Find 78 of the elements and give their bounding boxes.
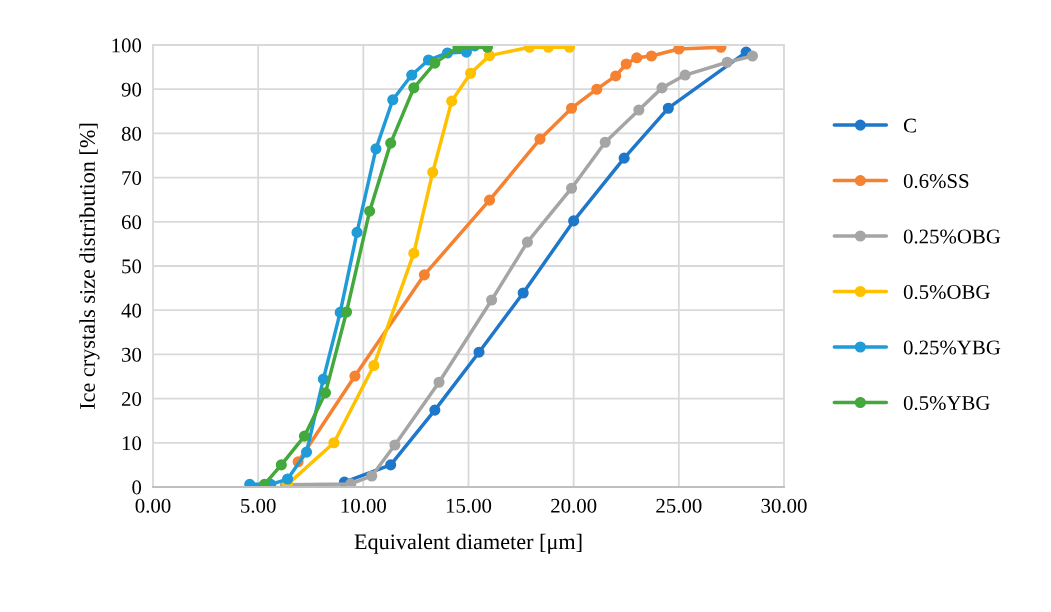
point bbox=[351, 226, 363, 238]
point bbox=[566, 102, 578, 114]
y-tick-label: 90 bbox=[121, 82, 142, 97]
point bbox=[370, 143, 382, 155]
point bbox=[473, 346, 485, 358]
point bbox=[633, 104, 645, 116]
legend-label: 0.25%OBG bbox=[903, 229, 1001, 244]
point bbox=[631, 52, 643, 64]
point bbox=[591, 83, 603, 95]
point bbox=[746, 50, 759, 62]
point bbox=[433, 376, 445, 388]
y-tick-label: 60 bbox=[121, 215, 142, 230]
point bbox=[406, 69, 418, 81]
point bbox=[345, 478, 357, 487]
x-axis-title: Equivalent diameter [μm] bbox=[354, 533, 582, 554]
point bbox=[368, 359, 380, 372]
point bbox=[662, 102, 674, 114]
point bbox=[679, 69, 691, 81]
y-tick-label: 100 bbox=[112, 38, 142, 53]
point bbox=[446, 95, 458, 107]
legend-label: C bbox=[903, 118, 916, 133]
point bbox=[418, 269, 430, 281]
point bbox=[349, 370, 361, 382]
y-tick-label: 50 bbox=[122, 259, 142, 274]
point bbox=[385, 459, 397, 471]
point bbox=[429, 404, 441, 416]
point bbox=[656, 82, 668, 94]
point bbox=[319, 387, 332, 399]
point bbox=[486, 294, 498, 306]
point bbox=[300, 446, 313, 458]
point bbox=[521, 236, 533, 248]
y-tick-label: 20 bbox=[121, 391, 142, 407]
point bbox=[599, 136, 611, 148]
point bbox=[568, 215, 580, 227]
y-tick-label: 40 bbox=[121, 303, 142, 318]
point bbox=[364, 205, 376, 217]
point bbox=[387, 94, 399, 106]
point bbox=[465, 67, 477, 79]
point bbox=[721, 56, 733, 68]
point bbox=[340, 306, 353, 318]
legend-label: 0.5%YBG bbox=[903, 395, 990, 411]
point bbox=[429, 57, 441, 69]
y-axis-title: Ice crystals size distribution [%] bbox=[79, 123, 100, 409]
legend-label: 0.5%OBG bbox=[903, 284, 990, 300]
y-tick-label: 30 bbox=[122, 347, 142, 362]
y-tick-label: 70 bbox=[122, 170, 142, 186]
point bbox=[244, 478, 256, 487]
point bbox=[385, 137, 397, 149]
point bbox=[408, 82, 420, 94]
point bbox=[427, 166, 439, 178]
point bbox=[618, 152, 630, 164]
point bbox=[389, 439, 401, 451]
x-tick-label: 30.00 bbox=[761, 498, 807, 513]
legend-label: 0.25%YBG bbox=[903, 340, 1001, 355]
point bbox=[366, 470, 378, 482]
y-tick-label: 0 bbox=[132, 480, 142, 495]
y-tick-label: 80 bbox=[121, 126, 142, 141]
point bbox=[517, 287, 529, 299]
point bbox=[298, 430, 310, 442]
point bbox=[282, 473, 294, 485]
point bbox=[566, 182, 578, 194]
point bbox=[275, 459, 287, 471]
point bbox=[534, 133, 546, 145]
x-tick-label: 0.00 bbox=[135, 498, 171, 513]
point bbox=[483, 194, 496, 206]
y-tick-label: 10 bbox=[122, 436, 142, 451]
x-tick-label: 25.00 bbox=[656, 498, 702, 513]
point bbox=[328, 437, 340, 449]
point bbox=[408, 247, 420, 259]
x-tick-label: 5.00 bbox=[241, 498, 276, 513]
x-tick-label: 20.00 bbox=[551, 498, 597, 513]
point bbox=[610, 70, 622, 82]
point bbox=[620, 58, 632, 70]
x-tick-label: 15.00 bbox=[446, 498, 492, 513]
point bbox=[645, 50, 658, 62]
x-tick-label: 10.00 bbox=[341, 498, 386, 513]
point bbox=[673, 45, 685, 55]
legend-label: 0.6%SS bbox=[903, 174, 969, 189]
